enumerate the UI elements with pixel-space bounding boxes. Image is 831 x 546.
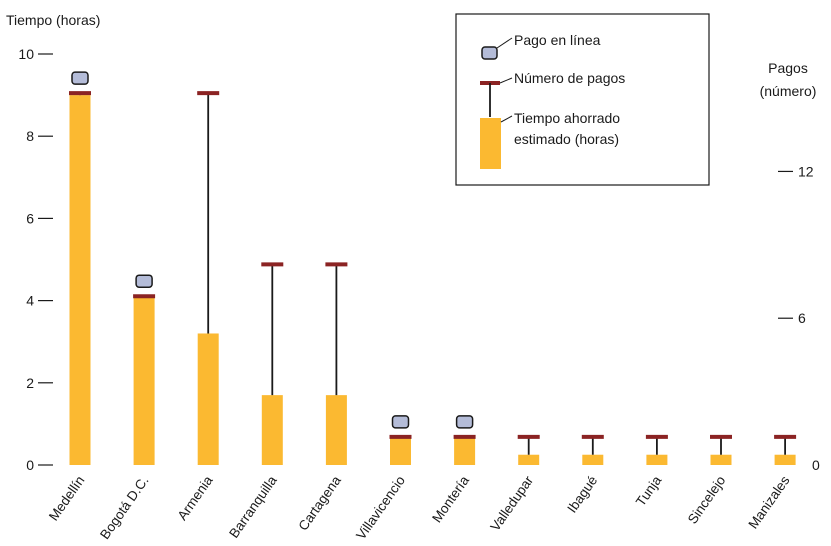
legend-online-payment-label: Pago en línea xyxy=(514,32,601,48)
legend-leader-line xyxy=(500,115,513,123)
right-axis-ticks: 0 6 12 xyxy=(778,163,820,473)
bar-tiempo-ahorrado xyxy=(390,438,411,465)
left-tick-label: 0 xyxy=(26,457,34,473)
legend-leader-line xyxy=(499,77,513,84)
category-label: Villavicencio xyxy=(353,473,408,542)
category-label: Tunja xyxy=(633,473,665,509)
bar-tiempo-ahorrado xyxy=(69,95,91,465)
bar-tiempo-ahorrado xyxy=(518,454,540,465)
category-label: Manizales xyxy=(745,473,792,532)
left-tick-label: 4 xyxy=(26,293,34,309)
bar-tiempo-ahorrado xyxy=(454,438,476,465)
category-label: Bogotá D.C. xyxy=(97,473,151,542)
legend-online-payment-icon xyxy=(481,46,498,60)
category-label: Medellín xyxy=(46,473,88,523)
right-axis-title-line2: (número) xyxy=(760,83,817,99)
left-tick-label: 6 xyxy=(26,210,34,226)
legend-leader-line xyxy=(496,37,513,49)
left-tick-label: 2 xyxy=(26,375,34,391)
stems-layer xyxy=(79,93,786,455)
bar-tiempo-ahorrado xyxy=(197,333,219,465)
category-label: Armenia xyxy=(175,473,216,523)
category-label: Barranquilla xyxy=(226,473,280,541)
bar-tiempo-ahorrado xyxy=(646,454,668,465)
bars-layer xyxy=(69,95,796,465)
right-axis-title-line1: Pagos xyxy=(768,60,808,76)
category-label: Montería xyxy=(429,473,472,526)
caps-layer xyxy=(69,91,797,439)
legend: Pago en línea Número de pagos Tiempo aho… xyxy=(455,13,710,186)
right-tick-label: 12 xyxy=(798,163,814,179)
category-label: Sincelejo xyxy=(685,473,729,526)
category-label: Valledupar xyxy=(487,473,536,534)
category-label: Cartagena xyxy=(295,473,344,534)
online-payment-marker xyxy=(135,274,153,288)
legend-time-saved-label-line2: estimado (horas) xyxy=(514,131,619,147)
online-payment-marker xyxy=(391,415,410,429)
bar-tiempo-ahorrado xyxy=(325,395,347,465)
markers-layer xyxy=(71,71,474,429)
bar-tiempo-ahorrado xyxy=(261,395,283,465)
online-payment-marker xyxy=(455,415,474,429)
legend-time-saved-swatch xyxy=(480,118,501,169)
online-payment-marker xyxy=(71,71,89,85)
left-axis-ticks: 0 2 4 6 8 10 xyxy=(18,46,53,473)
right-tick-label: 0 xyxy=(812,457,820,473)
bar-tiempo-ahorrado xyxy=(710,454,732,465)
bar-tiempo-ahorrado xyxy=(133,296,155,465)
legend-time-saved-label-line1: Tiempo ahorrado xyxy=(514,110,620,126)
right-tick-label: 6 xyxy=(798,310,806,326)
category-labels: Medellín Bogotá D.C. Armenia Barranquilla Ca… xyxy=(46,473,793,543)
bar-tiempo-ahorrado xyxy=(582,454,604,465)
legend-payments-label: Número de pagos xyxy=(514,70,625,86)
bar-tiempo-ahorrado xyxy=(774,454,796,465)
left-tick-label: 10 xyxy=(18,46,34,62)
category-label: Ibagué xyxy=(564,473,600,515)
left-tick-label: 8 xyxy=(26,128,34,144)
left-axis-title: Tiempo (horas) xyxy=(6,12,100,28)
